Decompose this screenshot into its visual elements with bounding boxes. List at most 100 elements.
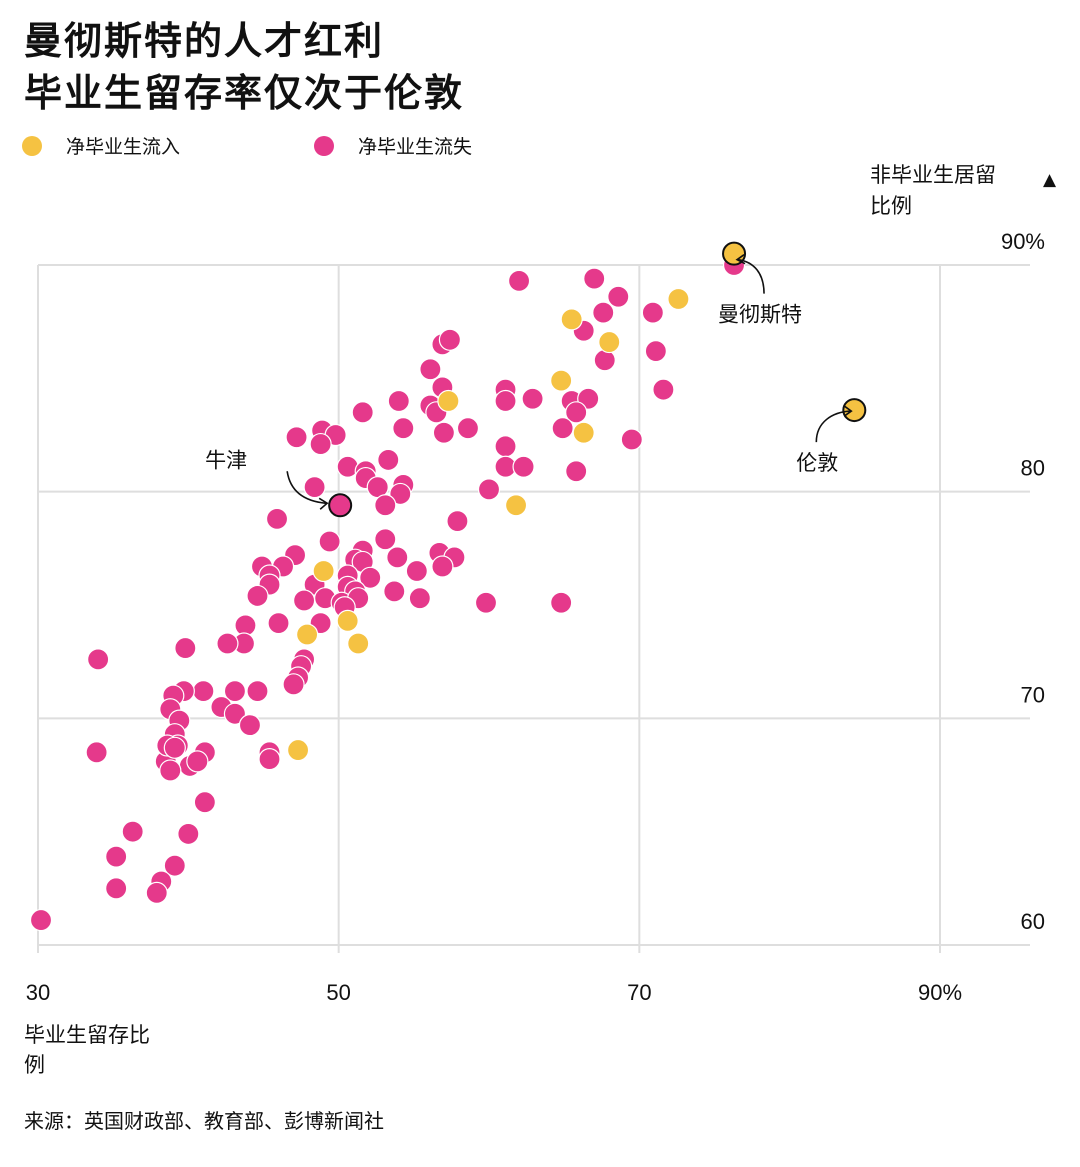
scatter-point xyxy=(159,759,182,782)
scatter-point xyxy=(521,387,544,410)
scatter-point xyxy=(592,301,615,324)
scatter-point xyxy=(192,680,215,703)
scatter-point xyxy=(560,308,583,331)
y-tick-label: 90% xyxy=(1001,229,1045,254)
scatter-point xyxy=(174,636,197,660)
scatter-point xyxy=(507,269,531,292)
scatter-point xyxy=(286,738,310,762)
grid-lines xyxy=(37,264,1030,953)
scatter-point xyxy=(186,750,209,773)
annotation-arrowhead xyxy=(318,497,329,510)
scatter-point xyxy=(565,401,588,424)
scatter-point xyxy=(551,417,574,440)
chart-title-line1: 曼彻斯特的人才红利 xyxy=(24,19,385,63)
scatter-point xyxy=(85,741,108,764)
scatter-point xyxy=(504,494,528,517)
x-tick-label: 50 xyxy=(326,980,350,1005)
scatter-point xyxy=(431,555,454,578)
scatter-point xyxy=(550,591,573,614)
scatter-point xyxy=(477,478,501,501)
scatter-point xyxy=(392,417,415,440)
annotation-label: 牛津 xyxy=(205,448,247,472)
annotation-label: 曼彻斯特 xyxy=(718,303,802,327)
legend-outflow-dot xyxy=(314,135,334,156)
scatter-point xyxy=(282,673,305,696)
scatter-point xyxy=(295,623,319,646)
x-axis-label: 毕业生留存比例 xyxy=(24,1023,150,1077)
scatter-point xyxy=(374,528,397,551)
scatter-point xyxy=(223,680,247,703)
source-note: 来源：英国财政部、教育部、彭博新闻社 xyxy=(24,1109,384,1133)
scatter-point xyxy=(437,389,460,413)
scatter-point xyxy=(641,301,664,324)
scatter-point xyxy=(389,482,412,506)
scatter-point xyxy=(347,632,370,655)
scatter-point xyxy=(177,822,200,846)
scatter-points xyxy=(29,253,746,932)
y-tick-label: 70 xyxy=(1021,682,1045,707)
scatter-point xyxy=(87,648,110,671)
scatter-point xyxy=(644,340,667,363)
scatter-point xyxy=(456,417,480,440)
legend-item-inflow: 净毕业生流入 xyxy=(22,132,180,159)
scatter-point xyxy=(405,559,428,583)
highlighted-point xyxy=(328,493,353,518)
scatter-point xyxy=(383,580,406,603)
chart-title-line2: 毕业生留存率仅次于伦敦 xyxy=(24,71,465,115)
scatter-point xyxy=(265,507,289,530)
scatter-point xyxy=(446,510,469,533)
scatter-point xyxy=(105,877,128,900)
scatter-point xyxy=(419,358,442,381)
scatter-point xyxy=(607,285,630,308)
scatter-point xyxy=(285,426,308,449)
scatter-point xyxy=(583,267,606,290)
scatter-point xyxy=(163,736,186,759)
y-tick-label: 60 xyxy=(1021,909,1045,934)
scatter-point xyxy=(374,494,397,517)
legend-inflow-dot xyxy=(22,135,42,156)
annotation-arrowhead xyxy=(735,254,746,265)
scatter-point xyxy=(598,330,621,354)
scatter-point xyxy=(292,589,316,612)
scatter-point xyxy=(593,349,616,372)
up-arrow-icon: ▲ xyxy=(1043,170,1057,190)
scatter-point xyxy=(565,460,588,483)
scatter-point xyxy=(550,369,573,392)
annotation-arrow xyxy=(737,258,765,294)
legend-outflow-label: 净毕业生流失 xyxy=(358,136,473,158)
legend-inflow-label: 净毕业生流入 xyxy=(66,136,181,158)
tick-labels: 30 50 70 90% 60 70 80 90% xyxy=(26,229,1045,1005)
annotation-label: 伦敦 xyxy=(796,451,838,475)
scatter-point xyxy=(494,435,517,458)
scatter-point xyxy=(512,455,535,478)
scatter-point xyxy=(377,448,400,472)
highlighted-point xyxy=(842,398,867,423)
scatter-point xyxy=(145,881,168,904)
scatter-point xyxy=(258,748,281,771)
scatter-point xyxy=(386,546,409,569)
scatter-point xyxy=(652,378,675,401)
scatter-point xyxy=(246,584,269,608)
scatter-point xyxy=(105,845,128,868)
scatter-point xyxy=(246,680,269,703)
scatter-point xyxy=(336,609,359,632)
scatter-point xyxy=(667,287,690,311)
scatter-point xyxy=(29,908,53,932)
scatter-point xyxy=(572,421,595,444)
scatter-point xyxy=(309,432,332,456)
annotation-arrow xyxy=(815,410,851,443)
annotation-arrowhead xyxy=(843,405,853,417)
scatter-point xyxy=(238,714,262,737)
scatter-point xyxy=(318,530,341,553)
scatter-point xyxy=(620,428,643,451)
scatter-point xyxy=(494,389,517,413)
scatter-point xyxy=(216,632,239,655)
scatter-point xyxy=(351,401,374,424)
scatter-point xyxy=(121,820,144,843)
annotation-arrow xyxy=(286,471,327,505)
scatter-point xyxy=(267,612,290,635)
x-tick-label: 30 xyxy=(26,980,50,1005)
x-tick-label: 70 xyxy=(627,980,651,1005)
